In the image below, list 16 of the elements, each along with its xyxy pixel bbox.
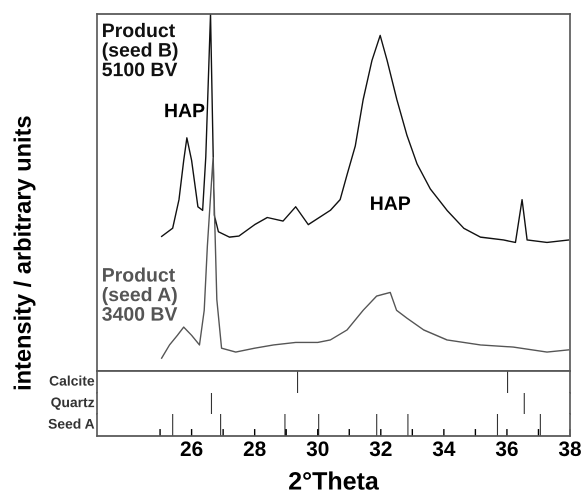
text: Seed A	[48, 418, 94, 429]
x-tick-label: 30	[306, 441, 328, 456]
y-axis-title: intensity / arbitrary units	[14, 116, 36, 390]
x-tick-label: 38	[558, 441, 581, 456]
annotation: HAP	[165, 104, 204, 118]
text: Calcite	[50, 376, 94, 386]
x-axis-title: 2°Theta	[289, 471, 379, 490]
x-tick-label: 36	[496, 441, 518, 456]
x-tick-label: 32	[370, 441, 392, 456]
series-label: Product (seed A) 3400 BV	[102, 267, 178, 321]
annotation: HAP	[371, 196, 410, 210]
x-tick-label: 34	[432, 441, 456, 456]
text: Quartz	[51, 397, 94, 410]
x-tick-label: 26	[180, 441, 202, 456]
x-tick-label: 28	[244, 441, 266, 456]
series-label: Product (seed B) 5100 BV	[102, 22, 178, 76]
